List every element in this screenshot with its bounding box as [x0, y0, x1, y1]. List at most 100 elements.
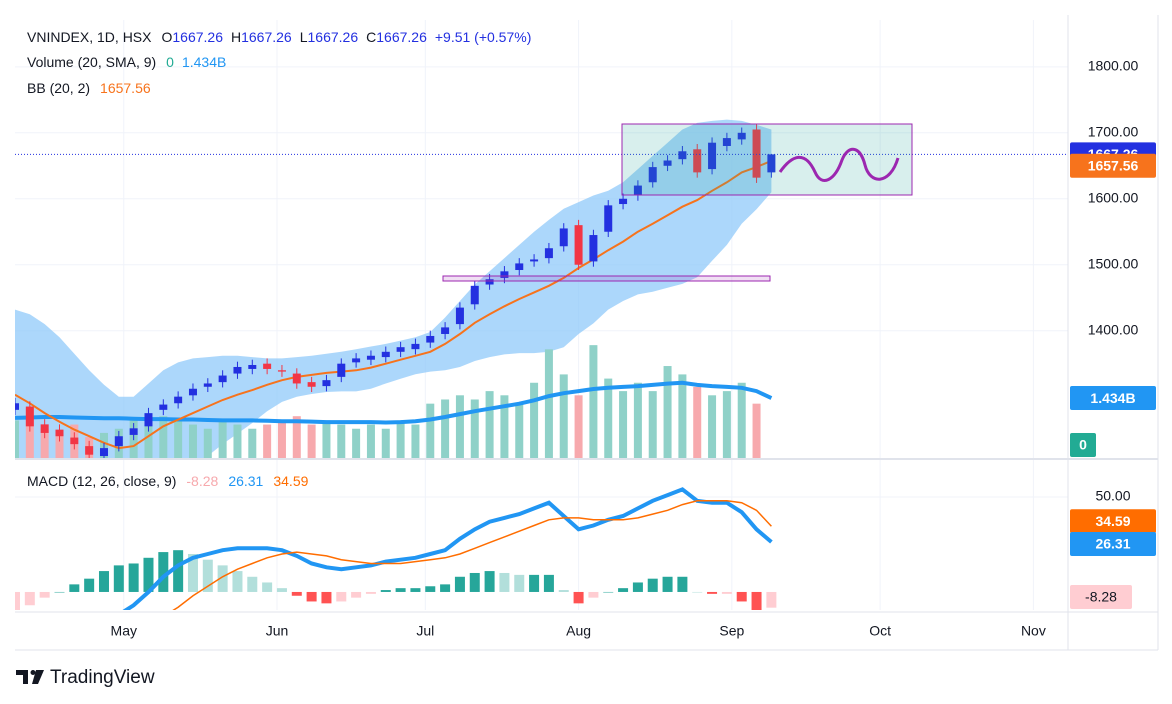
- candle-body: [188, 388, 197, 396]
- drawn-curve: [778, 147, 900, 182]
- histogram-bar: [232, 571, 243, 592]
- volume-bar: [604, 378, 613, 458]
- legend-bb: BB (20, 2) 1657.56: [27, 80, 151, 96]
- volume-bar: [55, 432, 64, 458]
- price-label: 26.31: [1095, 536, 1130, 552]
- histogram-bar: [573, 591, 584, 604]
- ohlc-label: C: [366, 29, 376, 45]
- histogram-bar: [647, 578, 658, 592]
- bollinger-band-area: [15, 119, 772, 458]
- indicator-value: 34.59: [273, 473, 308, 489]
- histogram-bar: [291, 591, 302, 596]
- volume-bar: [485, 391, 494, 458]
- volume-bar: [708, 395, 717, 458]
- volume-bar: [277, 420, 286, 458]
- y-tick-label: 1500.00: [1088, 255, 1139, 271]
- candle-body: [144, 413, 153, 427]
- histogram-bar: [306, 591, 317, 602]
- candle-body: [559, 228, 568, 247]
- candle-body: [633, 185, 642, 196]
- volume-bar: [470, 399, 479, 458]
- candle-body: [70, 437, 79, 445]
- indicator-value: 26.31: [228, 473, 263, 489]
- candle-body: [767, 154, 776, 173]
- volume-bar: [663, 366, 672, 458]
- histogram-bar: [543, 574, 554, 592]
- candle-body: [396, 347, 405, 352]
- histogram-bar: [529, 574, 540, 592]
- candle-body: [203, 383, 212, 387]
- histogram-bar: [173, 550, 184, 592]
- histogram-bar: [707, 591, 718, 594]
- histogram-bar: [588, 591, 599, 598]
- candle-body: [15, 403, 19, 410]
- volume-bar: [633, 382, 642, 458]
- volume-bar: [396, 420, 405, 458]
- ohlc-label: H: [231, 29, 241, 45]
- volume-bar: [426, 403, 435, 458]
- price-label: 34.59: [1095, 513, 1130, 529]
- volume-bar: [292, 416, 301, 458]
- y-tick-label: 1400.00: [1088, 321, 1139, 337]
- x-tick-label: Oct: [869, 623, 891, 639]
- histogram-bar: [158, 552, 169, 592]
- macd-line: [122, 487, 773, 610]
- candle-body: [426, 335, 435, 343]
- logo-mark: [30, 670, 36, 675]
- volume-bar: [248, 428, 257, 458]
- histogram-bar: [677, 576, 688, 592]
- price-label-box: [1070, 509, 1156, 534]
- volume-bar: [307, 424, 316, 458]
- drawn-rectangle: [621, 123, 913, 196]
- indicator-name: MACD (12, 26, close, 9): [27, 473, 176, 489]
- candle-body: [648, 167, 657, 183]
- price-label: -8.28: [1085, 589, 1117, 605]
- volume-bar: [233, 424, 242, 458]
- volume-bar: [381, 428, 390, 458]
- candle-body: [544, 248, 553, 259]
- x-tick-label: Jun: [266, 623, 289, 639]
- histogram-bar: [113, 565, 124, 592]
- candle-body: [574, 225, 583, 265]
- ohlc-label: O: [161, 29, 172, 45]
- histogram-bar: [98, 571, 109, 592]
- candle-body: [737, 132, 746, 140]
- bollinger-basis-line: [15, 159, 772, 450]
- volume-bar: [15, 420, 19, 458]
- histogram-bar: [425, 586, 436, 592]
- candle-body: [85, 446, 94, 455]
- candle-body: [159, 404, 168, 410]
- legends: VNINDEX, 1D, HSX O1667.26 H1667.26 L1667.26…: [27, 29, 531, 489]
- volume-bar: [574, 395, 583, 458]
- volume-bar: [411, 424, 420, 458]
- volume-bar: [544, 349, 553, 458]
- histogram-bar: [247, 576, 258, 592]
- histogram-bar: [24, 591, 35, 606]
- volume-bar: [619, 391, 628, 458]
- histogram-bar: [380, 590, 391, 592]
- histogram-bar: [143, 557, 154, 592]
- price-label: 0: [1079, 437, 1087, 453]
- candle-body: [663, 160, 672, 166]
- histogram-bar: [499, 572, 510, 592]
- x-tick-label: Nov: [1021, 623, 1046, 639]
- volume-bar: [144, 424, 153, 458]
- price-label-box: [1070, 433, 1096, 457]
- histogram-bar: [558, 590, 569, 592]
- candle-body: [515, 263, 524, 271]
- histogram-bar: [440, 584, 451, 592]
- x-tick-label: Aug: [566, 623, 591, 639]
- candle-body: [174, 396, 183, 404]
- volume-bar: [337, 424, 346, 458]
- histogram-bar: [692, 591, 703, 593]
- indicator-name: BB (20, 2): [27, 80, 90, 96]
- histogram-bar: [128, 563, 139, 592]
- y-tick-label: 1700.00: [1088, 124, 1139, 140]
- histogram-bar: [632, 582, 643, 592]
- candle-body: [337, 363, 346, 377]
- volume-bar: [530, 382, 539, 458]
- histogram-bar: [54, 591, 65, 593]
- candle-body: [619, 198, 628, 205]
- y-tick-label: 50.00: [1095, 488, 1130, 504]
